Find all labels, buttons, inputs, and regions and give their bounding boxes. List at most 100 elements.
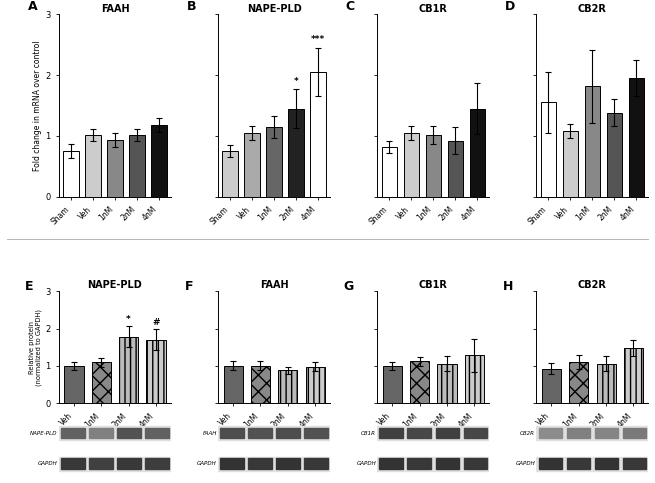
Bar <box>436 428 459 439</box>
Bar <box>251 366 270 403</box>
Bar <box>85 135 101 197</box>
Bar <box>382 147 397 197</box>
Bar <box>403 133 419 197</box>
Bar <box>218 426 330 440</box>
Bar <box>436 458 459 469</box>
Bar <box>145 428 169 439</box>
Bar <box>220 458 244 469</box>
Bar <box>64 151 79 197</box>
Bar <box>542 369 561 403</box>
Text: CB2R: CB2R <box>520 430 535 436</box>
Bar <box>567 458 590 469</box>
Bar <box>310 72 326 197</box>
Title: NAPE-PLD: NAPE-PLD <box>247 4 301 14</box>
Bar <box>220 428 244 439</box>
Bar <box>223 366 243 403</box>
Bar <box>623 428 646 439</box>
Bar <box>541 102 556 197</box>
Bar <box>567 428 590 439</box>
Text: CB1R: CB1R <box>361 430 376 436</box>
Bar <box>410 361 429 403</box>
Bar <box>276 458 300 469</box>
Title: CB1R: CB1R <box>419 281 448 290</box>
Text: FAAH: FAAH <box>202 430 217 436</box>
Bar <box>569 362 588 403</box>
Text: GAPDH: GAPDH <box>515 461 535 466</box>
Bar <box>218 457 330 470</box>
Bar <box>147 340 166 403</box>
Bar <box>151 125 166 197</box>
Bar <box>538 458 562 469</box>
Text: ***: *** <box>311 35 325 44</box>
Bar <box>89 458 113 469</box>
Bar <box>117 428 141 439</box>
Title: CB2R: CB2R <box>578 4 607 14</box>
Bar <box>379 458 403 469</box>
Text: GAPDH: GAPDH <box>356 461 376 466</box>
Bar <box>64 366 84 403</box>
Bar <box>426 135 441 197</box>
Text: A: A <box>28 0 37 13</box>
Bar <box>244 133 260 197</box>
Text: F: F <box>185 280 193 293</box>
Bar <box>585 86 600 197</box>
Bar <box>145 458 169 469</box>
Bar <box>629 78 644 197</box>
Title: FAAH: FAAH <box>101 4 129 14</box>
Bar <box>595 458 618 469</box>
Bar <box>248 458 272 469</box>
Text: NAPE-PLD: NAPE-PLD <box>30 430 58 436</box>
Bar <box>61 458 84 469</box>
Bar <box>305 458 328 469</box>
Bar <box>129 135 145 197</box>
Bar <box>377 426 489 440</box>
Text: B: B <box>187 0 196 13</box>
Bar <box>536 457 648 470</box>
Bar <box>438 364 457 403</box>
Text: GAPDH: GAPDH <box>197 461 217 466</box>
Bar <box>223 151 238 197</box>
Bar <box>276 428 300 439</box>
Text: C: C <box>346 0 355 13</box>
Bar <box>288 109 304 197</box>
Bar <box>447 141 463 197</box>
Y-axis label: Relative protein
(normalized to GAPDH): Relative protein (normalized to GAPDH) <box>29 309 43 386</box>
Bar <box>607 113 622 197</box>
Title: CB1R: CB1R <box>419 4 448 14</box>
Bar <box>59 457 171 470</box>
Bar <box>407 458 431 469</box>
Text: *: * <box>293 76 299 85</box>
Title: CB2R: CB2R <box>578 281 607 290</box>
Bar <box>379 428 403 439</box>
Text: *: * <box>126 315 131 324</box>
Bar <box>267 127 282 197</box>
Bar <box>92 362 111 403</box>
Bar <box>89 428 113 439</box>
Bar <box>595 428 618 439</box>
Bar <box>119 337 138 403</box>
Bar <box>383 366 402 403</box>
Text: #: # <box>152 318 160 327</box>
Bar <box>61 428 84 439</box>
Bar <box>464 355 484 403</box>
Text: G: G <box>344 280 354 293</box>
Bar <box>278 370 297 403</box>
Bar <box>306 367 325 403</box>
Bar <box>623 458 646 469</box>
Bar <box>563 131 578 197</box>
Y-axis label: Fold change in mRNA over control: Fold change in mRNA over control <box>33 40 43 171</box>
Bar <box>536 426 648 440</box>
Bar <box>107 140 122 197</box>
Bar <box>470 109 485 197</box>
Bar <box>597 364 616 403</box>
Bar <box>464 458 487 469</box>
Bar <box>377 457 489 470</box>
Bar <box>407 428 431 439</box>
Bar <box>624 348 643 403</box>
Text: GAPDH: GAPDH <box>38 461 58 466</box>
Title: FAAH: FAAH <box>260 281 288 290</box>
Bar <box>464 428 487 439</box>
Text: E: E <box>26 280 34 293</box>
Bar <box>59 426 171 440</box>
Text: H: H <box>503 280 513 293</box>
